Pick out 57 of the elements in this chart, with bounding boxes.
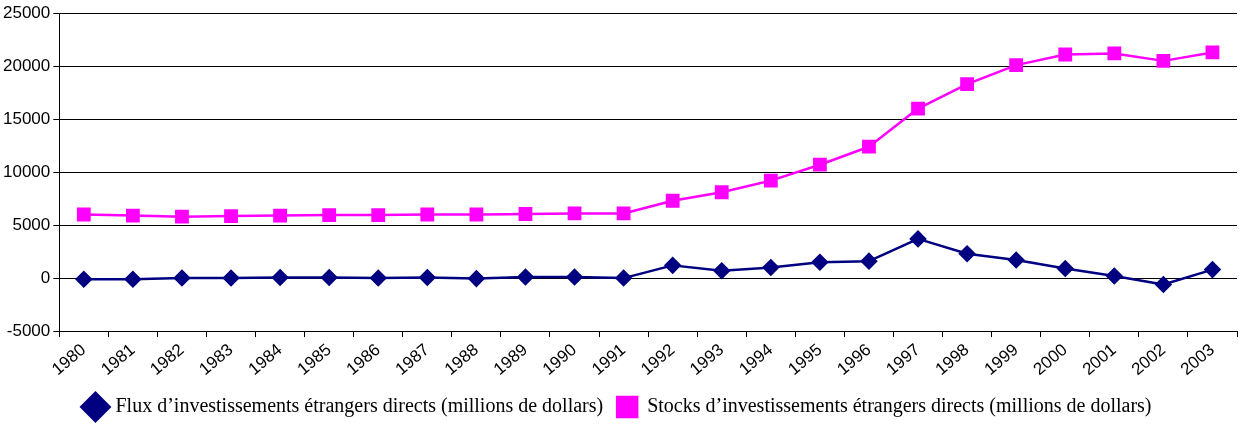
point bbox=[420, 207, 435, 222]
point bbox=[224, 209, 238, 224]
point bbox=[271, 269, 289, 286]
point bbox=[1106, 267, 1123, 285]
point bbox=[322, 208, 337, 222]
point bbox=[517, 268, 534, 286]
point bbox=[1156, 53, 1171, 68]
point bbox=[909, 230, 927, 248]
point bbox=[371, 208, 386, 222]
point bbox=[76, 207, 91, 222]
point bbox=[862, 139, 876, 154]
point bbox=[762, 259, 780, 276]
point bbox=[615, 269, 632, 287]
point bbox=[175, 209, 189, 224]
point bbox=[1009, 58, 1024, 73]
point bbox=[518, 207, 533, 221]
legend-label: Stocks d’investissements étrangers directs (millions de dollars) bbox=[647, 394, 1152, 418]
point bbox=[811, 253, 829, 271]
y-tick-label: 20000 bbox=[2, 55, 51, 75]
point bbox=[616, 206, 631, 221]
y-tick-label: 15000 bbox=[2, 108, 51, 128]
point bbox=[958, 245, 976, 262]
point bbox=[1107, 46, 1122, 61]
y-tick-label: 0 bbox=[40, 267, 51, 287]
point bbox=[1057, 260, 1074, 277]
point bbox=[125, 208, 140, 223]
point bbox=[1155, 276, 1172, 293]
point bbox=[1205, 45, 1220, 60]
point bbox=[1204, 261, 1221, 278]
y-tick-label: 10000 bbox=[2, 161, 51, 181]
point bbox=[222, 269, 240, 287]
point bbox=[960, 77, 975, 92]
point bbox=[567, 206, 582, 221]
point bbox=[714, 185, 729, 200]
y-tick-label: 5000 bbox=[12, 214, 51, 234]
point bbox=[124, 270, 142, 288]
point bbox=[320, 269, 338, 286]
y-tick-label: -5000 bbox=[6, 320, 51, 340]
point bbox=[419, 269, 436, 286]
point bbox=[812, 157, 827, 172]
point bbox=[173, 269, 191, 287]
point bbox=[665, 193, 680, 208]
point bbox=[468, 270, 485, 287]
point bbox=[911, 101, 925, 116]
point bbox=[860, 252, 878, 270]
point bbox=[75, 270, 93, 288]
point bbox=[469, 207, 484, 222]
point bbox=[713, 262, 730, 279]
point bbox=[273, 208, 287, 223]
y-tick-label: 25000 bbox=[2, 2, 51, 22]
point bbox=[763, 173, 778, 188]
point bbox=[1058, 47, 1073, 62]
point bbox=[566, 268, 583, 286]
point bbox=[664, 257, 681, 274]
point bbox=[369, 269, 387, 287]
point bbox=[1007, 251, 1025, 269]
legend-label: Flux d’investissements étrangers directs (millions de dollars) bbox=[115, 394, 604, 418]
